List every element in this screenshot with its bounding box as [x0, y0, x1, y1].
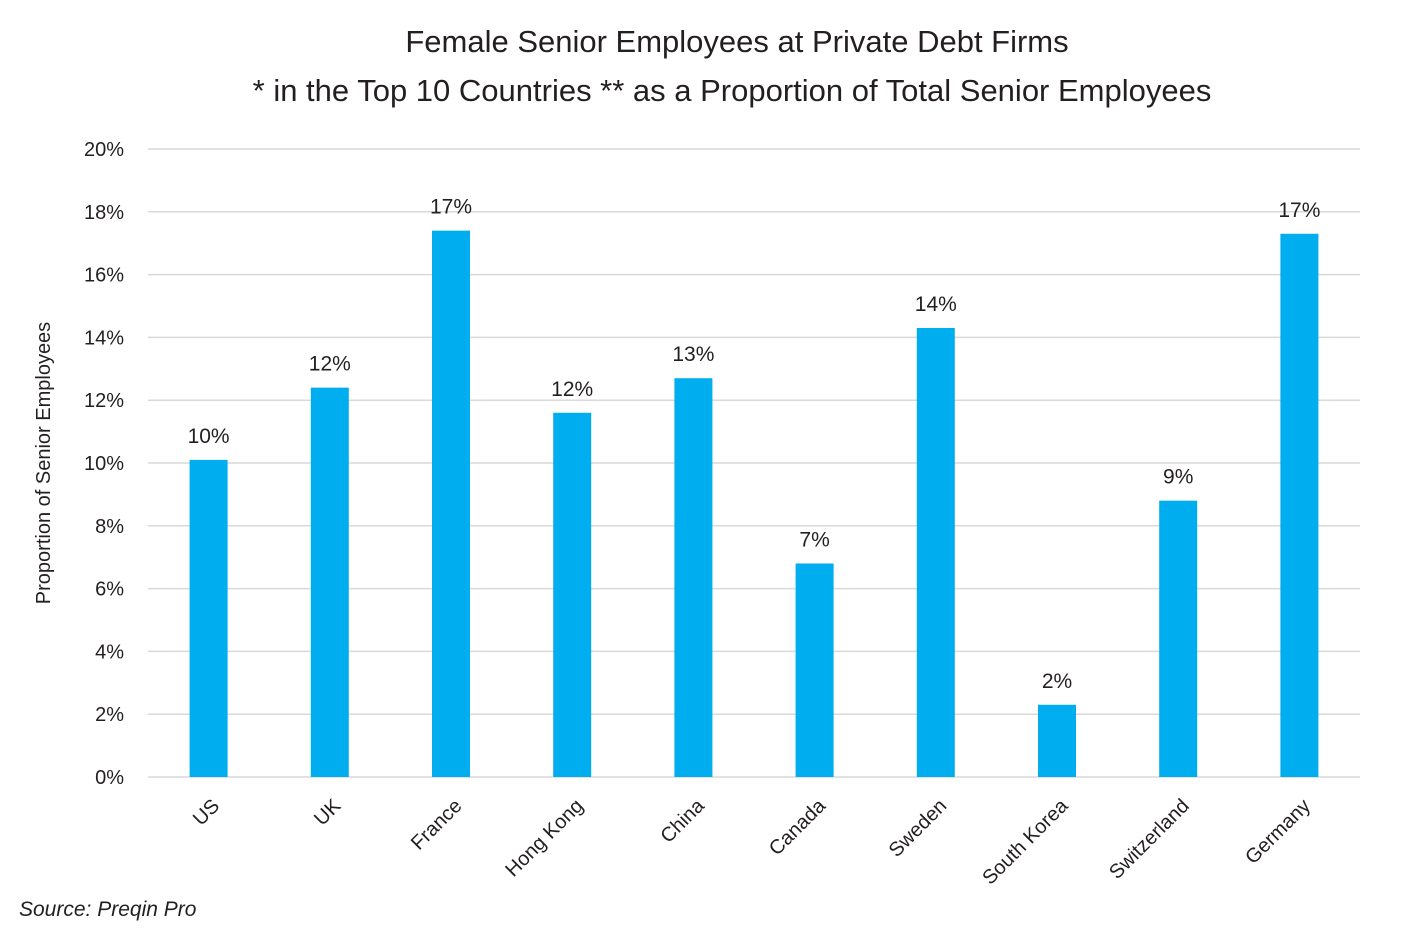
- x-tick-label: Sweden: [885, 795, 952, 862]
- bar: [1280, 233, 1319, 777]
- x-tick-label: Canada: [765, 794, 831, 860]
- y-tick-label: 18%: [84, 202, 124, 224]
- bars: [189, 230, 1319, 777]
- data-label: 7%: [799, 528, 829, 551]
- x-tick-label: US: [189, 795, 224, 830]
- bar: [795, 563, 834, 777]
- y-tick-label: 4%: [95, 641, 124, 663]
- y-tick-label: 16%: [84, 265, 124, 287]
- data-label: 12%: [551, 378, 593, 401]
- chart-title: Female Senior Employees at Private Debt …: [405, 24, 1068, 59]
- bar: [553, 412, 592, 777]
- data-label: 10%: [188, 425, 230, 448]
- y-tick-label: 20%: [84, 139, 124, 161]
- x-axis-ticks: US UK France Hong Kong China Canada Sweden Sout…: [189, 794, 1315, 889]
- bar: [432, 230, 470, 777]
- bar: [1038, 704, 1076, 777]
- data-label: 9%: [1163, 466, 1193, 489]
- gridlines: [148, 148, 1360, 778]
- x-tick-label: Hong Kong: [501, 795, 587, 881]
- y-tick-label: 14%: [84, 327, 124, 349]
- data-label: 2%: [1042, 670, 1072, 693]
- y-tick-label: 6%: [95, 579, 124, 601]
- y-axis-title: Proportion of Senior Employees: [33, 322, 55, 604]
- bar: [916, 327, 955, 777]
- y-tick-label: 2%: [95, 704, 124, 726]
- chart-subtitle: * in the Top 10 Countries ** as a Propor…: [253, 73, 1212, 108]
- x-tick-label: Switzerland: [1105, 795, 1194, 884]
- y-tick-label: 10%: [84, 453, 124, 475]
- x-tick-label: China: [656, 794, 709, 847]
- data-label: 17%: [1278, 199, 1320, 222]
- x-tick-label: UK: [310, 795, 346, 831]
- data-labels: 10% 12% 17% 12% 13% 7% 14% 2% 9% 17%: [188, 196, 1321, 693]
- source-note: Source: Preqin Pro: [19, 898, 197, 921]
- x-tick-label: Germany: [1241, 795, 1315, 869]
- y-axis-ticks: 0% 2% 4% 6% 8% 10% 12% 14% 16% 18% 20%: [84, 139, 124, 789]
- bar: [310, 387, 349, 777]
- x-tick-label: South Korea: [978, 794, 1073, 889]
- bar: [189, 459, 228, 777]
- bar: [674, 378, 713, 777]
- data-label: 14%: [915, 293, 957, 316]
- x-tick-label: France: [407, 795, 467, 855]
- y-tick-label: 0%: [95, 767, 124, 789]
- data-label: 13%: [672, 343, 714, 366]
- data-label: 17%: [430, 196, 472, 219]
- y-tick-label: 12%: [84, 390, 124, 412]
- bar: [1159, 500, 1198, 777]
- y-tick-label: 8%: [95, 516, 124, 538]
- data-label: 12%: [309, 353, 351, 376]
